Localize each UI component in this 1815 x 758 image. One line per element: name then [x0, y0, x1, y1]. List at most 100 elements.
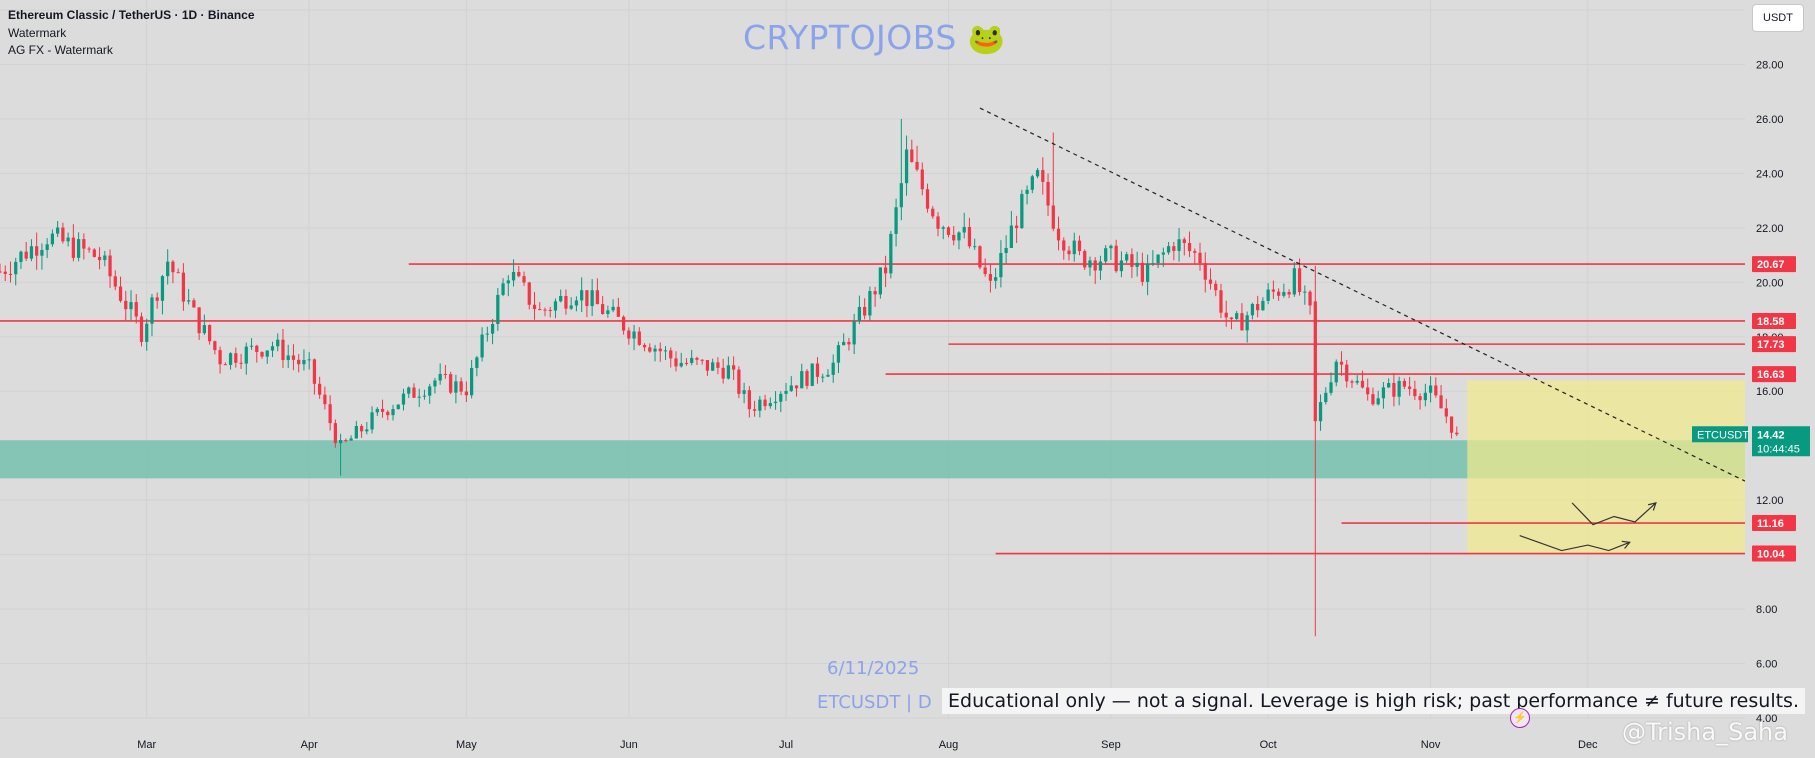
candle: [281, 339, 285, 361]
candle: [1297, 268, 1302, 292]
candle: [1282, 292, 1286, 296]
time-tick-label: Jul: [779, 739, 793, 751]
candle: [999, 253, 1003, 278]
candle: [789, 385, 793, 391]
candle: [155, 297, 159, 301]
candle: [1366, 387, 1370, 395]
candle: [207, 325, 212, 342]
candle: [1187, 243, 1192, 252]
candle: [904, 149, 909, 184]
candle: [443, 373, 448, 375]
candle: [71, 237, 75, 258]
price-tick-label: 20.00: [1756, 277, 1784, 289]
candle: [732, 365, 736, 370]
candle: [705, 360, 710, 371]
target-zone: [1467, 380, 1745, 555]
candle: [223, 364, 227, 366]
candle: [192, 300, 196, 308]
lightning-icon[interactable]: ⚡: [1510, 708, 1530, 728]
candle: [894, 207, 898, 234]
candle: [1387, 383, 1391, 388]
candle: [747, 390, 751, 410]
candle: [700, 359, 704, 361]
candle: [915, 161, 919, 170]
candle: [218, 350, 222, 365]
candle: [1219, 290, 1223, 313]
candle: [1418, 396, 1422, 401]
currency-button[interactable]: USDT: [1752, 4, 1804, 32]
candle: [1193, 251, 1197, 253]
trendline: [979, 107, 1746, 482]
price-tick-label: 12.00: [1756, 495, 1784, 507]
candle: [76, 239, 81, 258]
candle: [1130, 254, 1134, 267]
level-price-tag: [1752, 312, 1796, 329]
candle: [768, 403, 772, 407]
candle: [852, 321, 856, 345]
candles-layer: [0, 118, 1459, 637]
candle: [931, 208, 935, 217]
candle: [113, 276, 117, 287]
candle: [1166, 246, 1171, 253]
candle: [1313, 301, 1317, 422]
candle: [249, 345, 254, 347]
candle: [1145, 263, 1150, 282]
level-price-label: 17.73: [1757, 339, 1785, 351]
candle: [480, 334, 484, 358]
candle: [145, 323, 149, 342]
candle: [1088, 260, 1092, 268]
candle: [962, 226, 966, 233]
candle: [511, 271, 516, 281]
support-zone: [0, 440, 1745, 479]
candle: [1318, 402, 1323, 422]
candle: [847, 341, 851, 345]
candle: [338, 440, 343, 444]
candle: [716, 362, 720, 368]
last-price-symbol: ETCUSDT: [1697, 429, 1749, 441]
candle: [464, 391, 469, 396]
candle: [359, 425, 364, 432]
candle: [1408, 386, 1412, 389]
watermark-symbol: ETCUSDT | D: [817, 692, 932, 713]
price-tick-label: 26.00: [1756, 114, 1784, 126]
candle: [103, 255, 107, 261]
candle: [1250, 303, 1255, 316]
projection-path: [1571, 502, 1657, 526]
candle: [92, 249, 96, 257]
candle: [967, 226, 972, 247]
candle: [580, 290, 584, 301]
candle: [590, 290, 594, 307]
time-tick-label: Dec: [1578, 739, 1598, 751]
candle: [1177, 239, 1181, 251]
candle: [407, 387, 411, 394]
candle: [889, 233, 893, 274]
candle: [1208, 279, 1213, 284]
candle: [758, 399, 762, 411]
level-price-label: 16.63: [1757, 369, 1785, 381]
candle: [14, 261, 18, 275]
candle: [213, 341, 217, 351]
candle: [412, 387, 416, 398]
candle: [344, 440, 348, 442]
candle: [469, 367, 474, 396]
level-price-label: 11.16: [1757, 518, 1784, 530]
candle: [1256, 303, 1260, 311]
candle: [1025, 189, 1029, 194]
candle: [1114, 245, 1118, 272]
candle: [658, 348, 662, 352]
candle: [45, 244, 49, 250]
level-price-label: 18.58: [1757, 316, 1785, 328]
candle: [1455, 432, 1459, 435]
candle: [794, 385, 799, 389]
price-tick-label: 16.00: [1756, 386, 1784, 398]
disclaimer-banner: Educational only — not a signal. Leverag…: [942, 688, 1805, 714]
candle: [690, 357, 694, 363]
candle: [1004, 247, 1008, 254]
candle: [548, 310, 552, 312]
candle: [946, 227, 951, 235]
indicator-watermark[interactable]: Watermark: [8, 26, 67, 40]
watermark-date: 6/11/2025: [827, 658, 920, 679]
indicator-agfx-watermark[interactable]: AG FX - Watermark: [8, 43, 113, 57]
candle: [333, 423, 337, 444]
